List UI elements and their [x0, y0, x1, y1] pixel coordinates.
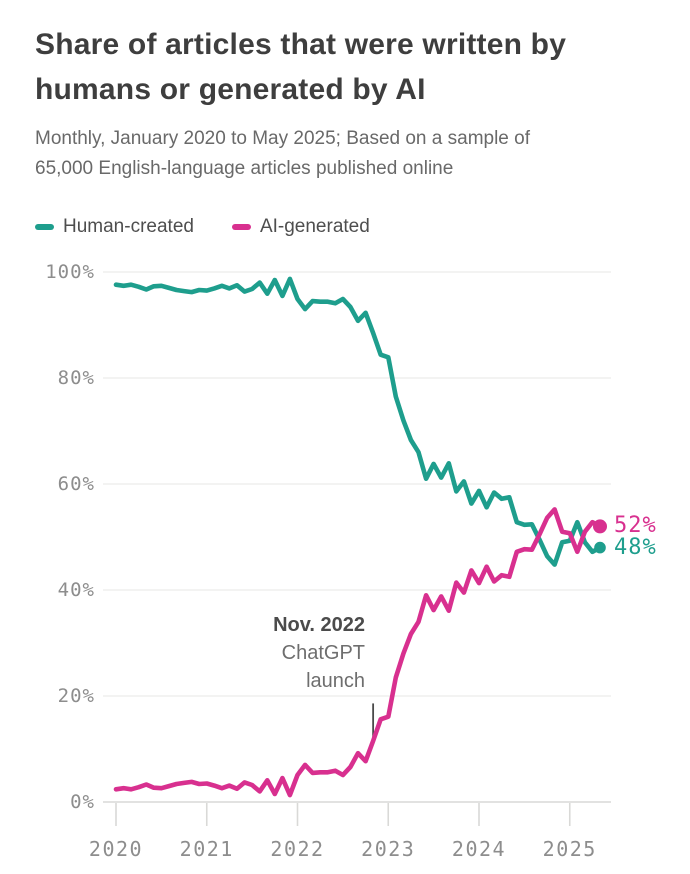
ai-line-swatch-icon	[231, 224, 251, 230]
x-tick-label-2023: 2023	[361, 837, 416, 861]
line-chart-plot	[103, 271, 611, 826]
ai-end-value-label: 52%	[614, 513, 657, 539]
legend-item-ai-generated: AI-generated	[231, 216, 370, 238]
legend-label-human-created: Human-created	[63, 216, 194, 237]
ai-line	[113, 507, 603, 798]
legend-label-ai-generated: AI-generated	[259, 216, 370, 237]
human-line	[113, 276, 603, 567]
x-tick-label-2024: 2024	[451, 837, 507, 861]
chatgpt-launch-annotation: Nov. 2022 ChatGPT launch	[273, 611, 365, 695]
annotation-line3: launch	[306, 670, 365, 692]
chart-title: Share of articles that were written by h…	[35, 28, 567, 106]
y-tick-label-80: 80%	[57, 367, 95, 389]
legend: Human-created AI-generated	[35, 216, 370, 238]
legend-item-human-created: Human-created	[35, 216, 194, 238]
x-tick-label-2025: 2025	[542, 837, 597, 861]
human-end-value-label: 48%	[614, 534, 657, 560]
human-line-swatch-icon	[35, 224, 54, 230]
x-tick-label-2021: 2021	[179, 837, 234, 861]
x-tick-label-2022: 2022	[270, 837, 325, 861]
y-tick-label-0: 0%	[70, 791, 95, 813]
chart-subtitle: Monthly, January 2020 to May 2025; Based…	[35, 128, 531, 179]
y-tick-label-20: 20%	[57, 685, 95, 707]
ai-end-dot	[593, 519, 607, 534]
human-end-dot	[594, 541, 606, 554]
x-tick-label-2020: 2020	[88, 837, 144, 861]
y-tick-label-40: 40%	[57, 579, 95, 601]
annotation-date: Nov. 2022	[273, 614, 365, 636]
y-tick-label-60: 60%	[57, 473, 95, 495]
y-tick-label-100: 100%	[45, 261, 95, 283]
annotation-line2: ChatGPT	[281, 642, 365, 664]
